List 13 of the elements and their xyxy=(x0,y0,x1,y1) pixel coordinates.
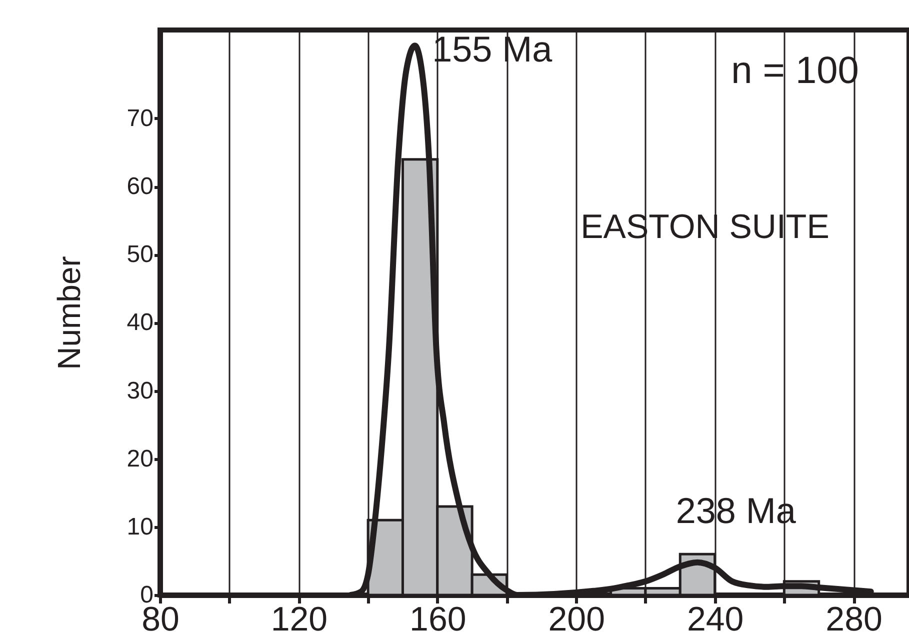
x-tick-label: 120 xyxy=(270,600,328,637)
y-tick-label: 70 xyxy=(126,104,154,132)
y-tick-label: 30 xyxy=(126,377,154,404)
x-tick-label: 200 xyxy=(548,600,605,637)
x-tick-label: 240 xyxy=(686,600,744,637)
y-tick-label: 60 xyxy=(126,173,154,200)
y-tick-label: 10 xyxy=(126,513,154,540)
y-tick-label: 20 xyxy=(126,445,154,472)
y-tick-label: 40 xyxy=(126,309,154,336)
y-axis-title: Number xyxy=(50,256,87,370)
x-tick-label: 280 xyxy=(826,600,882,637)
y-tick-label: 50 xyxy=(126,241,154,268)
x-tick-label: 160 xyxy=(410,600,466,637)
